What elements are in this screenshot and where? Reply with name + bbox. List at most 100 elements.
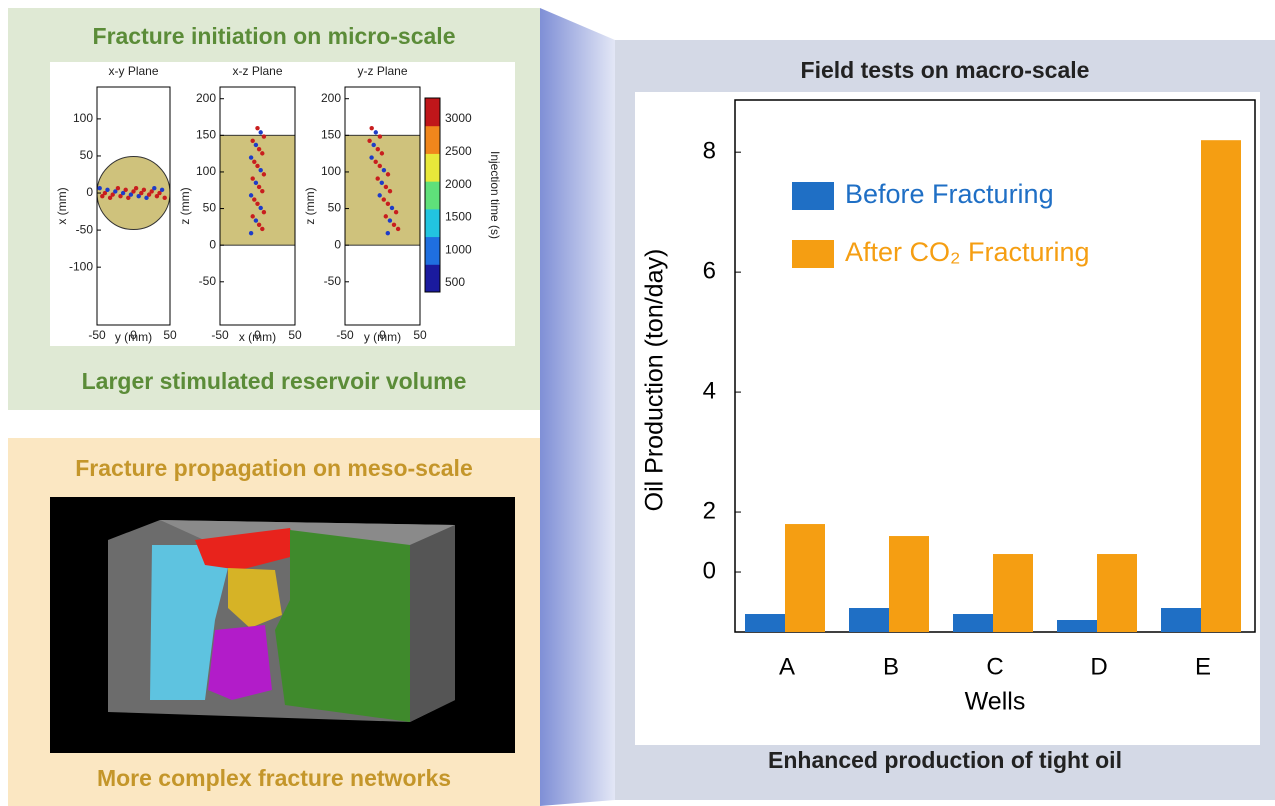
bar: [889, 536, 929, 632]
legend-label: Before Fracturing: [845, 179, 1054, 209]
panel-title: Fracture initiation on micro-scale: [93, 23, 456, 49]
event-dot: [386, 172, 390, 176]
y-tick-label: 50: [80, 148, 94, 162]
event-dot: [259, 168, 263, 172]
colorbar-segment: [425, 264, 440, 292]
event-dot: [254, 218, 258, 222]
event-dot: [105, 188, 109, 192]
event-dot: [376, 176, 380, 180]
panel-caption: Enhanced production of tight oil: [768, 747, 1122, 773]
x-axis-label: Wells: [965, 688, 1026, 716]
colorbar-segment: [425, 98, 440, 126]
event-dot: [394, 210, 398, 214]
event-dot: [386, 231, 390, 235]
y-tick-label: -50: [324, 274, 342, 288]
plot-title: y-z Plane: [357, 64, 407, 78]
event-dot: [392, 223, 396, 227]
legend-swatch: [792, 240, 834, 268]
y-tick-label: -100: [69, 259, 93, 273]
event-dot: [163, 196, 167, 200]
y-tick-label: 0: [334, 237, 341, 251]
event-dot: [259, 130, 263, 134]
event-dot: [249, 155, 253, 159]
y-axis-label: Oil Production (ton/day): [641, 249, 669, 512]
y-tick-label: 150: [321, 128, 341, 142]
event-dot: [251, 139, 255, 143]
bar: [1161, 608, 1201, 632]
event-dot: [376, 147, 380, 151]
panel-caption: More complex fracture networks: [97, 765, 451, 791]
panel-caption: Larger stimulated reservoir volume: [82, 368, 467, 394]
event-dot: [254, 181, 258, 185]
event-dot: [255, 164, 259, 168]
event-dot: [262, 210, 266, 214]
colorbar-tick-label: 2500: [445, 144, 472, 158]
page: Fracture initiation on micro-scale Large…: [0, 0, 1275, 806]
colorbar-tick-label: 500: [445, 275, 465, 289]
colorbar-tick-label: 3000: [445, 111, 472, 125]
x-tick-label: A: [779, 653, 795, 680]
event-dot: [260, 151, 264, 155]
y-axis-label: z (mm): [303, 187, 317, 224]
colorbar-label: Injection time (s): [488, 151, 502, 239]
event-dot: [378, 164, 382, 168]
colorbar-segment: [425, 209, 440, 237]
y-tick-label: 0: [209, 237, 216, 251]
event-dot: [378, 193, 382, 197]
event-dot: [369, 155, 373, 159]
event-dot: [262, 134, 266, 138]
x-tick-label: D: [1090, 653, 1107, 680]
event-dot: [374, 130, 378, 134]
event-dot: [152, 186, 156, 190]
x-axis-label: y (mm): [364, 330, 401, 344]
x-tick-label: C: [986, 653, 1003, 680]
bar: [1057, 620, 1097, 632]
event-dot: [249, 231, 253, 235]
y-tick-label: 200: [321, 91, 341, 105]
x-tick-label: 50: [413, 328, 427, 342]
plot-title: x-y Plane: [108, 64, 158, 78]
bar: [953, 614, 993, 632]
event-dot: [370, 126, 374, 130]
event-dot: [252, 197, 256, 201]
event-dot: [374, 160, 378, 164]
y-tick-label: 6: [703, 257, 716, 284]
event-dot: [249, 193, 253, 197]
event-dot: [257, 147, 261, 151]
event-dot: [98, 186, 102, 190]
y-axis-label: x (mm): [55, 187, 69, 224]
event-dot: [380, 151, 384, 155]
event-dot: [384, 214, 388, 218]
colorbar-tick-label: 2000: [445, 177, 472, 191]
colorbar-tick-label: 1500: [445, 210, 472, 224]
event-dot: [382, 168, 386, 172]
connector: [540, 8, 615, 806]
event-dot: [390, 206, 394, 210]
y-tick-label: 100: [73, 111, 93, 125]
x-tick-label: 50: [288, 328, 302, 342]
x-tick-label: B: [883, 653, 899, 680]
event-dot: [251, 214, 255, 218]
event-dot: [367, 139, 371, 143]
y-tick-label: 100: [321, 164, 341, 178]
event-dot: [254, 143, 258, 147]
y-tick-label: 0: [86, 185, 93, 199]
colorbar-segment: [425, 153, 440, 181]
event-dot: [251, 176, 255, 180]
bar: [745, 614, 785, 632]
x-axis-label: y (mm): [115, 330, 152, 344]
colorbar-tick-label: 1000: [445, 242, 472, 256]
event-dot: [396, 227, 400, 231]
event-dot: [378, 134, 382, 138]
event-dot: [380, 181, 384, 185]
y-tick-label: 2: [703, 497, 716, 524]
fracture-render: [50, 497, 515, 753]
event-dot: [124, 188, 128, 192]
y-tick-label: 0: [703, 557, 716, 584]
colorbar-segment: [425, 126, 440, 154]
x-tick-label: -50: [336, 328, 354, 342]
y-tick-label: -50: [199, 274, 217, 288]
event-dot: [259, 206, 263, 210]
colorbar-segment: [425, 237, 440, 265]
specimen: [220, 135, 295, 245]
